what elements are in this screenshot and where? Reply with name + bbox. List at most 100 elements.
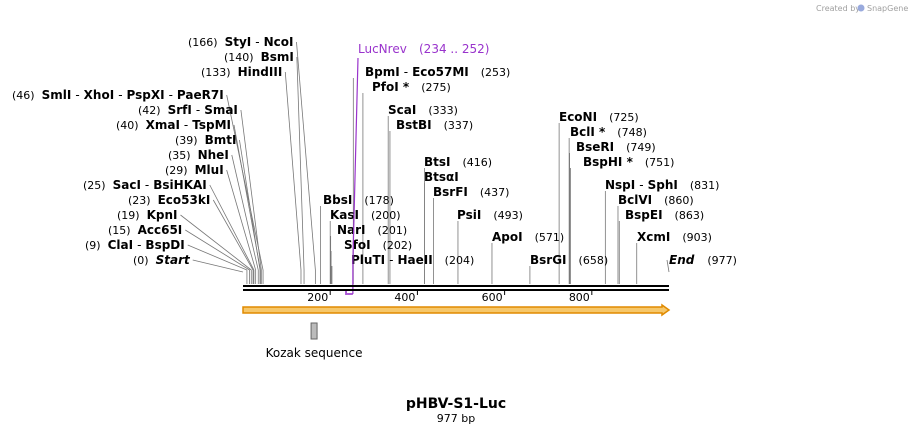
site-bsrfi[interactable]: BsrFI (437) (433, 185, 509, 199)
enzyme-pluti[interactable]: PluTI (351, 253, 385, 267)
site-smli-xhoi-pspxi-paer7i[interactable]: (46) SmlI - XhoI - PspXI - PaeR7I (12, 88, 224, 102)
enzyme-xcmi[interactable]: XcmI (637, 230, 670, 244)
site-econi[interactable]: EcoNI (725) (559, 110, 639, 124)
feature-arrow-shape[interactable] (242, 303, 671, 317)
site-bmti-position: (39) (175, 134, 198, 147)
site-saci-bsihkai[interactable]: (25) SacI - BsiHKAI (83, 178, 207, 192)
site-apoi[interactable]: ApoI (571) (492, 230, 564, 244)
enzyme-pfoi[interactable]: PfoI * (372, 80, 410, 94)
primer-lucnrev[interactable]: LucNrev (234 .. 252) (345, 42, 489, 295)
site-bspei[interactable]: BspEI (863) (625, 208, 704, 222)
enzyme-smai[interactable]: SmaI (204, 103, 238, 117)
enzyme-haeii[interactable]: HaeII (397, 253, 432, 267)
site-bsrgi[interactable]: BsrGI (658) (530, 253, 608, 267)
enzyme-nari[interactable]: NarI (337, 223, 366, 237)
enzyme-styi[interactable]: StyI (225, 35, 252, 49)
site-bts-i[interactable]: BtsαI (424, 170, 459, 184)
site-start[interactable]: (0) Start (133, 253, 191, 267)
enzyme-nspi[interactable]: NspI (605, 178, 635, 192)
site-bcli[interactable]: BclI * (748) (570, 125, 647, 139)
site-bbsi[interactable]: BbsI (178) (323, 193, 394, 207)
site-kasi[interactable]: KasI (200) (330, 208, 401, 222)
site-xmai-tspmi[interactable]: (40) XmaI - TspMI (116, 118, 231, 132)
site-xcmi[interactable]: XcmI (903) (637, 230, 712, 244)
enzyme-hindiii[interactable]: HindIII (238, 65, 283, 79)
enzyme-sphi[interactable]: SphI (648, 178, 678, 192)
site-bsmi[interactable]: (140) BsmI (224, 50, 294, 64)
enzyme-xmai[interactable]: XmaI (146, 118, 180, 132)
enzyme-eco53ki[interactable]: Eco53kI (158, 193, 211, 207)
site-styi-ncoi[interactable]: (166) StyI - NcoI (188, 35, 293, 49)
site-bsphi[interactable]: BspHI * (751) (583, 155, 674, 169)
enzyme-nhei[interactable]: NheI (198, 148, 229, 162)
enzyme-kasi[interactable]: KasI (330, 208, 359, 222)
enzyme-bspdi[interactable]: BspDI (145, 238, 184, 252)
site-scai[interactable]: ScaI (333) (388, 103, 458, 117)
site-nhei[interactable]: (35) NheI (168, 148, 229, 162)
enzyme-saci[interactable]: SacI (113, 178, 141, 192)
enzyme-bsihkai[interactable]: BsiHKAI (153, 178, 207, 192)
feature-arrow[interactable] (242, 303, 671, 317)
site-pluti-haeii-position: (204) (445, 254, 475, 267)
enzyme-psii[interactable]: PsiI (457, 208, 481, 222)
site-bstbi[interactable]: BstBI (337) (396, 118, 473, 132)
enzyme-bsmi[interactable]: BsmI (261, 50, 294, 64)
enzyme-bbsi[interactable]: BbsI (323, 193, 352, 207)
enzyme-smli[interactable]: SmlI (42, 88, 72, 102)
enzyme-pspxi[interactable]: PspXI (127, 88, 165, 102)
enzyme-srfi[interactable]: SrfI (168, 103, 192, 117)
enzyme-bseri[interactable]: BseRI (576, 140, 614, 154)
enzyme-tspmi[interactable]: TspMI (192, 118, 231, 132)
site-mlui[interactable]: (29) MluI (165, 163, 224, 177)
site-bpmi-eco57mi-position: (253) (481, 66, 511, 79)
site-acc65i-leader (185, 229, 250, 284)
enzyme-bcli[interactable]: BclI * (570, 125, 606, 139)
primer-name[interactable]: LucNrev (358, 42, 407, 56)
site-pluti-haeii[interactable]: PluTI - HaeII (204) (351, 253, 474, 267)
enzyme-bclvi[interactable]: BclVI (618, 193, 652, 207)
enzyme-bts-i[interactable]: BtsαI (424, 170, 459, 184)
site-kpni[interactable]: (19) KpnI (117, 208, 178, 222)
enzyme-apoi[interactable]: ApoI (492, 230, 523, 244)
site-end[interactable]: End (977) (669, 253, 737, 267)
site-btsi[interactable]: BtsI (416) (424, 155, 492, 169)
site-clai-bspdi[interactable]: (9) ClaI - BspDI (85, 238, 185, 252)
enzyme-kpni[interactable]: KpnI (147, 208, 178, 222)
site-pfoi[interactable]: PfoI * (275) (372, 80, 451, 94)
enzyme-btsi[interactable]: BtsI (424, 155, 451, 169)
enzyme-scai[interactable]: ScaI (388, 103, 416, 117)
enzyme-bsrfi[interactable]: BsrFI (433, 185, 468, 199)
enzyme-bspei[interactable]: BspEI (625, 208, 663, 222)
enzyme-ncoi[interactable]: NcoI (264, 35, 294, 49)
enzyme-sfoi[interactable]: SfoI (344, 238, 371, 252)
enzyme-eco57mi[interactable]: Eco57MI (412, 65, 469, 79)
enzyme-mlui[interactable]: MluI (195, 163, 224, 177)
site-hindiii[interactable]: (133) HindIII (201, 65, 282, 79)
site-acc65i[interactable]: (15) Acc65I (108, 223, 182, 237)
enzyme-bsphi[interactable]: BspHI * (583, 155, 634, 169)
enzyme-acc65i[interactable]: Acc65I (138, 223, 183, 237)
site-psii[interactable]: PsiI (493) (457, 208, 523, 222)
enzyme-start[interactable]: Start (156, 253, 191, 267)
site-nspi-sphi[interactable]: NspI - SphI (831) (605, 178, 719, 192)
enzyme-econi[interactable]: EcoNI (559, 110, 597, 124)
site-srfi-smai[interactable]: (42) SrfI - SmaI (138, 103, 238, 117)
site-bpmi-eco57mi[interactable]: BpmI - Eco57MI (253) (365, 65, 510, 79)
enzyme-bmti[interactable]: BmtI (205, 133, 237, 147)
site-eco53ki[interactable]: (23) Eco53kI (128, 193, 210, 207)
site-bseri[interactable]: BseRI (749) (576, 140, 656, 154)
site-smli-xhoi-pspxi-paer7i-separator: - (75, 88, 79, 102)
enzyme-end[interactable]: End (669, 253, 695, 267)
kozak-box[interactable] (310, 322, 318, 340)
enzyme-bsrgi[interactable]: BsrGI (530, 253, 567, 267)
enzyme-xhoi[interactable]: XhoI (84, 88, 115, 102)
enzyme-bpmi[interactable]: BpmI (365, 65, 400, 79)
enzyme-clai[interactable]: ClaI (108, 238, 133, 252)
site-sfoi[interactable]: SfoI (202) (344, 238, 412, 252)
site-bclvi[interactable]: BclVI (860) (618, 193, 694, 207)
enzyme-bstbi[interactable]: BstBI (396, 118, 432, 132)
kozak-feature[interactable]: Kozak sequence (266, 322, 363, 360)
enzyme-paer7i[interactable]: PaeR7I (177, 88, 224, 102)
site-nari[interactable]: NarI (201) (337, 223, 407, 237)
site-bmti[interactable]: (39) BmtI (175, 133, 236, 147)
